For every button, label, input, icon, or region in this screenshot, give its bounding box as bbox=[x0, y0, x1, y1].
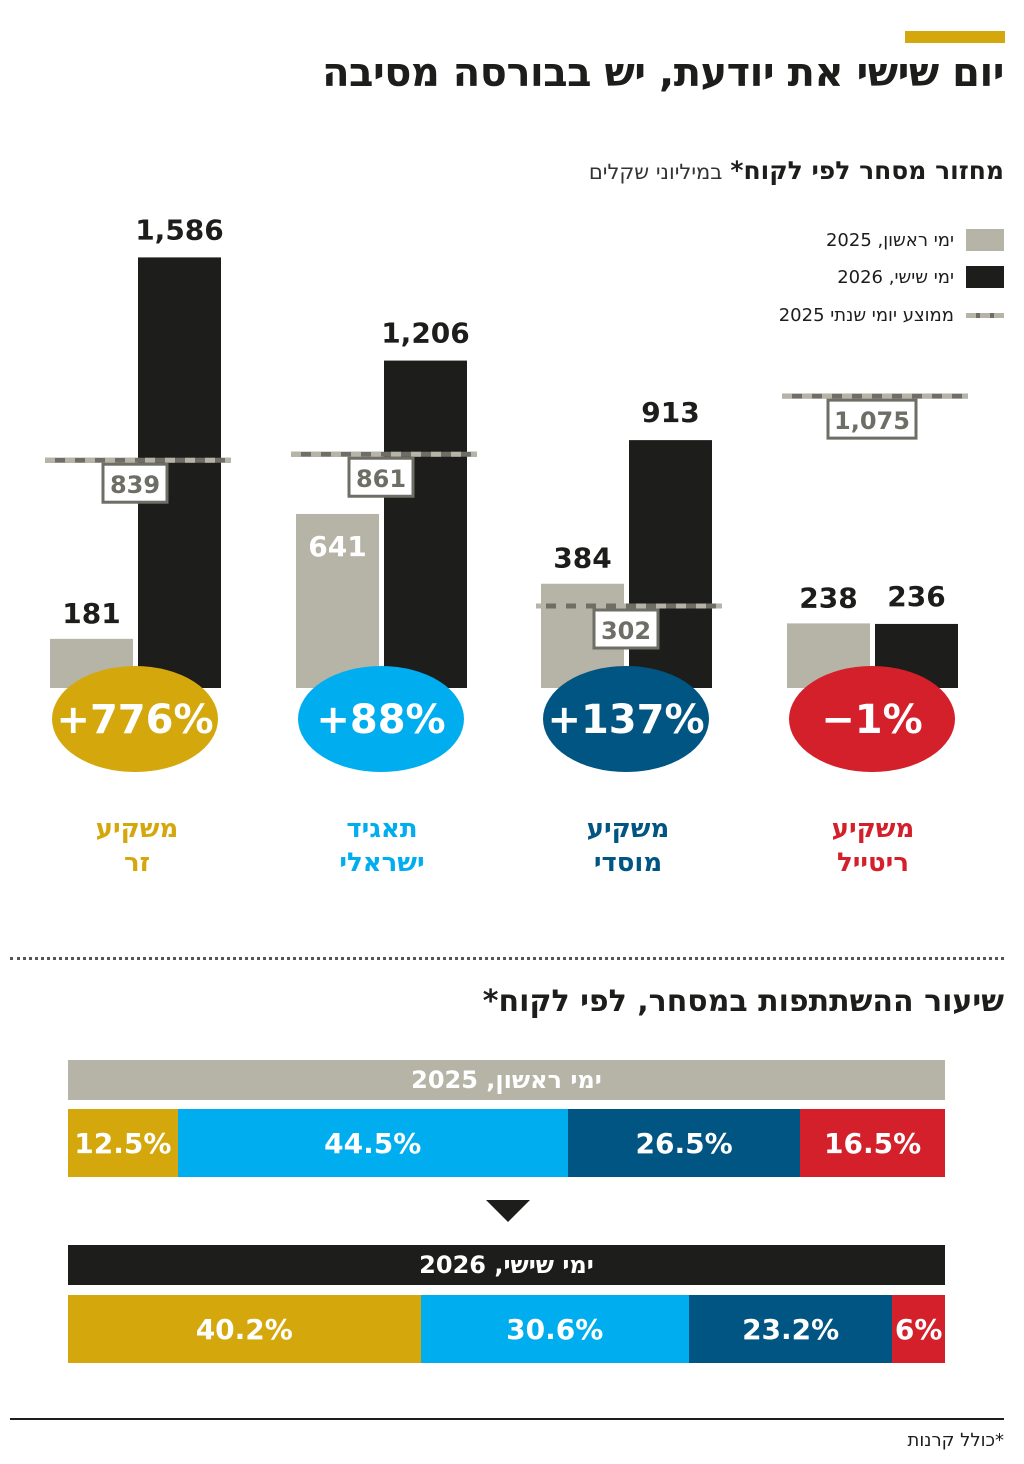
legend-item-friday: ימי שישי, 2026 bbox=[674, 262, 1004, 292]
stacked-header-friday: ימי שישי, 2026 bbox=[68, 1245, 945, 1285]
change-label-retail: −1% bbox=[821, 697, 922, 743]
down-arrow-icon bbox=[486, 1200, 530, 1222]
segment-sunday-retail: 16.5% bbox=[800, 1109, 945, 1177]
segment-sunday-corporate: 44.5% bbox=[177, 1109, 568, 1177]
segment-friday-foreign: 40.2% bbox=[68, 1295, 421, 1363]
bar-sunday-corporate bbox=[296, 513, 379, 688]
segment-friday-retail: 6% bbox=[892, 1295, 945, 1363]
change-label-corporate: +88% bbox=[316, 697, 445, 743]
legend-label-average: ממוצע יומי שנתי 2025 bbox=[778, 304, 954, 326]
stacked-bar-sunday: 12.5% 44.5% 26.5% 16.5% bbox=[68, 1109, 945, 1177]
change-ellipse-foreign bbox=[52, 666, 218, 772]
chart-subtitle: מחזור מסחר לפי לקוח* במיליוני שקלים bbox=[589, 156, 1004, 185]
avg-label-foreign: 839 bbox=[110, 471, 160, 499]
legend-label-friday: ימי שישי, 2026 bbox=[837, 266, 954, 288]
avg-box-corporate bbox=[347, 456, 415, 498]
value-label-sunday-institutional: 384 bbox=[553, 542, 611, 575]
segment-sunday-institutional: 26.5% bbox=[567, 1109, 801, 1177]
bottom-rule bbox=[10, 1418, 1004, 1420]
category-label-foreign-line1: משקיע bbox=[95, 814, 179, 844]
title-accent-bar bbox=[905, 31, 1005, 43]
category-label-foreign: משקיע זר bbox=[47, 812, 227, 880]
avg-label-retail: 1,075 bbox=[834, 407, 910, 435]
legend-item-sunday: ימי ראשון, 2025 bbox=[674, 225, 1004, 255]
bar-friday-institutional bbox=[629, 440, 712, 688]
legend-item-average: ממוצע יומי שנתי 2025 bbox=[674, 300, 1004, 330]
stacked-bar-friday: 40.2% 30.6% 23.2% 6% bbox=[68, 1295, 945, 1363]
category-label-retail-line1: משקיע bbox=[831, 814, 915, 844]
value-label-sunday-corporate: 641 bbox=[308, 530, 366, 563]
footnote: *כולל קרנות bbox=[907, 1430, 1004, 1451]
segment-sunday-foreign: 12.5% bbox=[68, 1109, 178, 1177]
change-ellipse-institutional bbox=[543, 666, 709, 772]
participation-title: שיעור ההשתתפות במסחר, לפי לקוח* bbox=[482, 984, 1004, 1019]
value-label-sunday-foreign: 181 bbox=[62, 597, 120, 630]
category-label-retail: משקיע ריטייל bbox=[783, 812, 963, 880]
legend-label-sunday: ימי ראשון, 2025 bbox=[825, 229, 954, 251]
category-label-institutional-line1: משקיע bbox=[586, 814, 670, 844]
category-label-corporate: תאגיד ישראלי bbox=[292, 812, 472, 880]
stacked-header-sunday: ימי ראשון, 2025 bbox=[68, 1060, 945, 1100]
segment-friday-corporate: 30.6% bbox=[420, 1295, 689, 1363]
change-label-foreign: +776% bbox=[56, 697, 213, 743]
legend-swatch-average bbox=[966, 312, 1004, 318]
legend-swatch-sunday bbox=[966, 229, 1004, 251]
turnover-bar-chart: 839 181 1,586 +776% 861 641 1,206 +88% 302 384 913… bbox=[45, 213, 968, 772]
legend-swatch-friday bbox=[966, 266, 1004, 288]
avg-box-retail bbox=[826, 398, 918, 440]
segment-friday-institutional: 23.2% bbox=[688, 1295, 893, 1363]
avg-box-institutional bbox=[592, 608, 660, 650]
value-label-friday-corporate: 1,206 bbox=[381, 317, 470, 350]
avg-box-foreign bbox=[101, 462, 169, 504]
subtitle-unit: במיליוני שקלים bbox=[588, 160, 723, 184]
category-label-institutional-line2: מוסדי bbox=[593, 848, 663, 878]
avg-label-corporate: 861 bbox=[356, 465, 406, 493]
value-label-friday-foreign: 1,586 bbox=[135, 213, 224, 246]
category-label-corporate-line1: תאגיד bbox=[346, 814, 418, 844]
category-label-retail-line2: ריטייל bbox=[836, 848, 909, 878]
category-label-corporate-line2: ישראלי bbox=[339, 848, 425, 878]
category-label-foreign-line2: זר bbox=[123, 848, 151, 878]
avg-label-institutional: 302 bbox=[601, 617, 651, 645]
page-title: יום שישי את יודעת, יש בבורסה מסיבה bbox=[322, 50, 1004, 96]
change-ellipse-corporate bbox=[298, 666, 464, 772]
value-label-sunday-retail: 238 bbox=[799, 581, 857, 614]
bar-friday-corporate bbox=[384, 360, 467, 688]
category-label-institutional: משקיע מוסדי bbox=[538, 812, 718, 880]
subtitle-main: מחזור מסחר לפי לקוח* bbox=[730, 156, 1004, 185]
change-label-institutional: +137% bbox=[547, 697, 704, 743]
change-ellipse-retail bbox=[789, 666, 955, 772]
value-label-friday-institutional: 913 bbox=[641, 396, 699, 429]
section-divider bbox=[10, 957, 1004, 960]
value-label-friday-retail: 236 bbox=[887, 580, 945, 613]
